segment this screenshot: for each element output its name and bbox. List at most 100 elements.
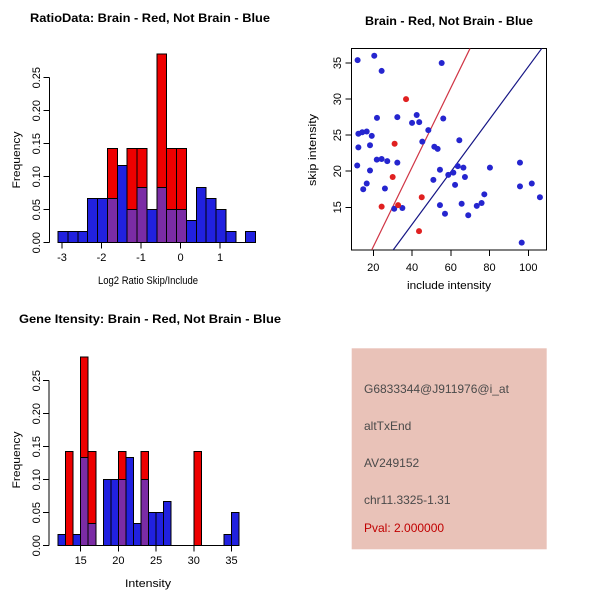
scatter-point-blue xyxy=(430,176,437,183)
scatter-point-blue xyxy=(438,60,445,66)
info-text-line: chr11.3325-1.31 xyxy=(364,493,451,507)
scatter-point-red xyxy=(403,96,410,103)
scatter-point-blue xyxy=(391,205,398,212)
y-tick-label: 20 xyxy=(332,165,344,177)
histogram-bar-red xyxy=(193,450,202,547)
panel-gene-intensity-histogram: 15 20 25 30 35 0.00 0.05 0.10 0.15 0.20 0.25 Gene I… xyxy=(11,312,281,590)
histogram-bar-blue xyxy=(245,231,257,244)
x-tick-label: 30 xyxy=(188,555,200,567)
histogram-bar-blue xyxy=(87,198,99,244)
chart-title: Gene Itensity: Brain - Red, Not Brain - … xyxy=(19,312,281,326)
scatter-point-blue xyxy=(460,164,467,171)
panel-intensity-scatter: 20 40 60 80 100 15 20 25 30 35 Brain - Red, Not Br… xyxy=(307,14,548,292)
fit-lines-group xyxy=(371,48,543,250)
histogram-bar-overlap xyxy=(80,457,89,547)
scatter-point-blue xyxy=(373,114,380,121)
y-tick-label: 0.25 xyxy=(31,67,43,88)
pval-text: Pval: 2.000000 xyxy=(364,521,444,535)
y-tick-label: 0.00 xyxy=(31,535,43,556)
histogram-bar-overlap xyxy=(106,198,118,244)
scatter-point-blue xyxy=(518,239,525,246)
scatter-point-blue xyxy=(373,156,380,163)
scatter-point-blue xyxy=(413,111,420,118)
histogram-bar-overlap xyxy=(166,209,178,244)
y-axis-title: skip intensity xyxy=(307,113,319,186)
x-tick-label: 60 xyxy=(445,262,457,274)
scatter-point-blue xyxy=(378,67,385,74)
chart-title: RatioData: Brain - Red, Not Brain - Blue xyxy=(30,11,270,25)
scatter-point-blue xyxy=(450,169,457,176)
scatter-point-blue xyxy=(384,158,391,165)
histogram-bar-blue xyxy=(97,198,108,244)
scatter-point-blue xyxy=(359,129,366,136)
histogram-bar-blue xyxy=(77,231,89,244)
histogram-bar-blue xyxy=(132,523,142,547)
histogram-bar-blue xyxy=(225,231,237,244)
histogram-bar-blue xyxy=(125,457,134,547)
x-axis-title: include intensity xyxy=(407,280,492,292)
x-axis-title: Log2 Ratio Skip/Include xyxy=(98,275,198,287)
x-tick-label: 20 xyxy=(112,555,124,567)
y-tick-label: 0.20 xyxy=(31,100,43,121)
scatter-point-blue xyxy=(378,155,385,162)
histogram-bar-overlap xyxy=(156,187,168,244)
info-text-line: altTxEnd xyxy=(364,419,411,433)
scatter-point-blue xyxy=(394,114,401,121)
histogram-bar-blue xyxy=(146,209,158,244)
histogram-bar-red xyxy=(65,450,74,547)
y-tick-label: 0.00 xyxy=(31,232,43,253)
scatter-point-blue xyxy=(452,181,459,188)
scatter-point-blue xyxy=(363,128,370,135)
scatter-point-blue xyxy=(360,186,367,193)
scatter-point-blue xyxy=(465,212,472,219)
histogram-bar-blue xyxy=(223,534,233,547)
scatter-point-blue xyxy=(456,137,463,144)
histogram-bar-blue xyxy=(102,479,112,547)
scatter-point-blue xyxy=(536,194,543,201)
histogram-bar-overlap xyxy=(117,479,127,547)
y-tick-label: 0.20 xyxy=(31,403,43,424)
histogram-bar-blue xyxy=(72,534,82,547)
y-tick-label: 15 xyxy=(332,201,344,213)
histogram-bar-overlap xyxy=(87,523,97,547)
y-axis-title: Frequency xyxy=(11,431,23,489)
scatter-point-blue xyxy=(436,166,443,173)
scatter-point-blue xyxy=(363,180,370,187)
x-axis-title: Intensity xyxy=(125,578,172,590)
scatter-point-blue xyxy=(528,180,535,187)
histogram-bar-overlap xyxy=(176,209,187,244)
histogram-bar-blue xyxy=(57,231,69,244)
histogram-bar-overlap xyxy=(136,187,148,244)
histogram-bar-blue xyxy=(148,512,157,547)
scatter-point-blue xyxy=(425,127,432,134)
y-tick-label: 0.05 xyxy=(31,199,43,220)
scatter-point-blue xyxy=(458,200,465,207)
x-tick-label: 20 xyxy=(367,262,379,274)
info-text-line: AV249152 xyxy=(364,456,419,470)
notbrain-fit-line xyxy=(392,48,543,250)
y-tick-label: 35 xyxy=(332,57,344,69)
scatter-point-blue xyxy=(440,115,447,122)
x-tick-label: 15 xyxy=(75,555,87,567)
scatter-point-blue xyxy=(381,185,388,192)
histogram-bar-blue xyxy=(57,534,67,547)
scatter-point-red xyxy=(395,202,402,209)
scatter-point-red xyxy=(418,194,425,201)
histogram-bar-blue xyxy=(110,479,119,547)
histogram-bar-blue xyxy=(231,512,240,547)
histogram-bar-blue xyxy=(163,501,172,547)
y-tick-label: 0.25 xyxy=(31,370,43,391)
panel-probe-info: G6833344@J911976@i_at altTxEnd AV249152 chr… xyxy=(351,348,547,550)
scatter-point-blue xyxy=(371,52,378,59)
scatter-point-blue xyxy=(419,138,426,145)
histogram-bar-blue xyxy=(205,198,217,244)
x-tick-label: 40 xyxy=(406,262,418,274)
x-tick-label: -2 xyxy=(97,252,107,264)
y-tick-label: 0.05 xyxy=(31,502,43,523)
info-text-line: G6833344@J911976@i_at xyxy=(364,382,510,396)
scatter-point-blue xyxy=(399,205,406,212)
scatter-point-blue xyxy=(416,119,423,126)
scatter-point-red xyxy=(389,173,396,180)
histogram-bar-blue xyxy=(215,209,227,244)
